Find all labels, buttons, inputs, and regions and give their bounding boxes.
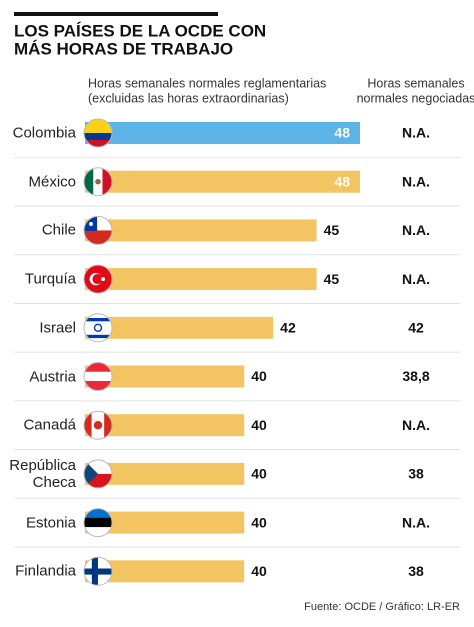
negotiated-value: N.A. xyxy=(402,514,430,530)
value-label: 48 xyxy=(334,125,350,141)
category-label: Turquía xyxy=(24,270,76,288)
value-label: 40 xyxy=(251,466,267,482)
flag-part xyxy=(84,411,93,440)
flag xyxy=(84,313,112,342)
flag-part xyxy=(84,230,112,245)
category-label: México xyxy=(28,173,76,191)
bar xyxy=(85,365,245,388)
flag xyxy=(84,411,112,440)
flag xyxy=(84,557,112,586)
negotiated-value: N.A. xyxy=(402,222,430,238)
value-label: 40 xyxy=(251,514,267,530)
flag xyxy=(84,362,112,391)
flag-part xyxy=(93,421,103,430)
flag xyxy=(84,508,112,537)
flag-part xyxy=(104,411,112,440)
bar xyxy=(85,170,360,193)
flag-border xyxy=(83,459,113,489)
negotiated-value: N.A. xyxy=(402,173,430,189)
flag-part xyxy=(84,119,112,134)
chart-title: LOS PAÍSES DE LA OCDE CON xyxy=(14,21,266,40)
flag-part xyxy=(84,508,112,519)
flag-part xyxy=(84,133,112,141)
category-label: Finlandia xyxy=(15,562,76,580)
flag-part xyxy=(84,380,112,391)
flag-part xyxy=(84,362,112,373)
negotiated-value: 38,8 xyxy=(402,368,429,384)
chart-title: MÁS HORAS DE TRABAJO xyxy=(14,39,233,58)
flag-part xyxy=(84,527,112,537)
bar xyxy=(85,219,317,242)
flag-part xyxy=(84,517,112,528)
source-note: Fuente: OCDE / Gráfico: LR-ER xyxy=(304,601,460,613)
flag-part xyxy=(84,568,112,575)
negotiated-value: 38 xyxy=(408,563,424,579)
flag-border xyxy=(83,410,113,440)
flag-border xyxy=(83,508,113,538)
flag xyxy=(84,167,112,196)
flag-part xyxy=(84,140,112,147)
value-label: 45 xyxy=(324,271,340,287)
category-label: Austria xyxy=(29,368,76,385)
value-label: 40 xyxy=(251,563,267,579)
flag-part xyxy=(84,371,112,382)
column-header: Horas semanales normales reglamentarias xyxy=(88,76,326,90)
category-label: República Checa xyxy=(9,456,76,491)
flag-border xyxy=(83,118,113,148)
bar xyxy=(85,560,245,583)
value-label: 48 xyxy=(334,173,350,189)
negotiated-value: 38 xyxy=(408,466,424,482)
flag-border xyxy=(83,313,113,343)
flag-part xyxy=(95,325,101,331)
flag-border xyxy=(83,215,113,245)
bar xyxy=(85,268,317,291)
column-header: Horas semanales xyxy=(367,76,464,90)
flag-part xyxy=(92,274,103,285)
negotiated-value: 42 xyxy=(408,320,424,336)
flag-border xyxy=(83,264,113,294)
flag-border xyxy=(83,362,113,391)
category-label: Colombia xyxy=(12,124,76,142)
flag xyxy=(84,265,112,294)
value-label: 42 xyxy=(280,320,296,336)
flag-part xyxy=(89,222,93,226)
negotiated-value: N.A. xyxy=(402,125,430,141)
flag-border xyxy=(83,556,113,586)
value-label: 45 xyxy=(324,222,340,238)
category-label: Israel xyxy=(39,319,76,337)
flag-part xyxy=(84,459,98,488)
flag-part xyxy=(84,334,112,339)
value-label: 40 xyxy=(251,417,267,433)
flag xyxy=(84,119,112,147)
column-header: normales negociadas xyxy=(357,91,474,105)
flag-part xyxy=(101,277,105,282)
flag-part xyxy=(102,167,112,196)
bar xyxy=(85,122,360,144)
title-rule xyxy=(14,12,218,16)
flag-part xyxy=(84,318,112,322)
bar xyxy=(85,414,245,437)
negotiated-value: N.A. xyxy=(402,417,430,433)
bar xyxy=(85,316,274,339)
column-header: (excluidas las horas extraordinarias) xyxy=(88,91,289,105)
category-label: Estonia xyxy=(25,514,76,532)
negotiated-value: N.A. xyxy=(402,271,430,287)
category-label: Chile xyxy=(41,221,76,239)
flag-border xyxy=(83,167,113,197)
category-label: Canadá xyxy=(23,416,76,434)
flag xyxy=(84,459,112,488)
flag-part xyxy=(84,167,95,196)
bar xyxy=(85,462,245,485)
bar xyxy=(85,511,245,534)
flag-part xyxy=(95,178,101,185)
flag-part xyxy=(91,557,98,586)
value-label: 40 xyxy=(251,368,267,384)
